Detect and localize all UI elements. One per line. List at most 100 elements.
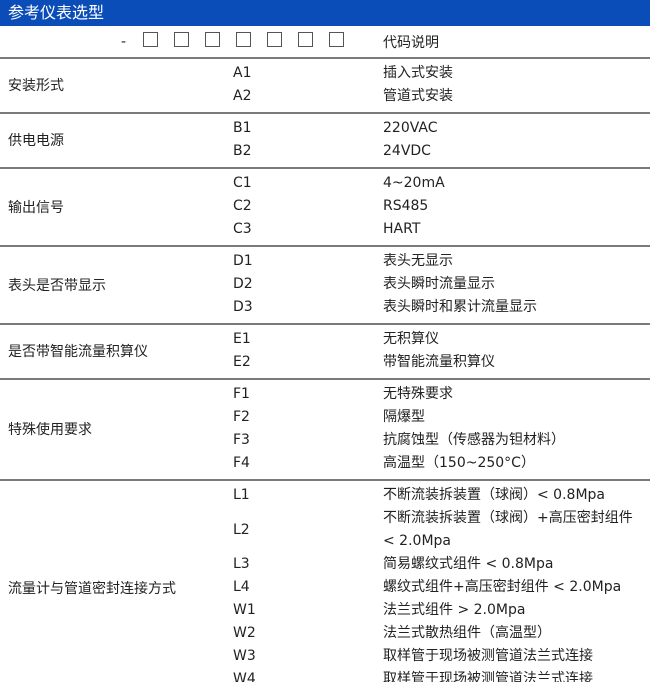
option-row: E1 无积算仪 [233, 328, 650, 351]
option-description: 隔爆型 [383, 409, 425, 425]
option-description: 螺纹式组件+高压密封组件 < 2.0Mpa [383, 579, 622, 595]
option-code: D1 [233, 253, 253, 269]
group-label: 表头是否带显示 [8, 277, 106, 294]
option-description: 不断流装拆装置（球阀）< 0.8Mpa [383, 487, 605, 503]
option-row: C1 4~20mA [233, 172, 650, 195]
option-description: 高温型（150~250°C） [383, 455, 535, 471]
option-row: D1 表头无显示 [233, 250, 650, 273]
code-box [205, 32, 220, 47]
option-description: 无积算仪 [383, 331, 439, 347]
option-code: W4 [233, 671, 256, 682]
group-label: 安装形式 [8, 78, 64, 94]
option-description: 取样管于现场被测管道法兰式连接 [383, 671, 593, 682]
group-label: 特殊使用要求 [8, 422, 92, 438]
option-code: A2 [233, 88, 252, 104]
option-code: F4 [233, 455, 250, 471]
option-group: 供电电源 B1 220VAC B2 24VDC [0, 114, 650, 169]
option-row: L3 简易螺纹式组件 < 0.8Mpa [233, 553, 650, 576]
option-row: B2 24VDC [233, 140, 650, 163]
option-group: 是否带智能流量积算仪 E1 无积算仪 E2 带智能流量积算仪 [0, 325, 650, 380]
option-description: 表头无显示 [383, 253, 453, 269]
option-code: L3 [233, 556, 250, 572]
option-description: 法兰式组件 > 2.0Mpa [383, 602, 526, 618]
option-code: D2 [233, 276, 253, 292]
option-code: L4 [233, 579, 250, 595]
option-row: A2 管道式安装 [233, 85, 650, 108]
code-box [143, 32, 158, 47]
code-description-header: 代码说明 [383, 34, 439, 51]
option-description: 24VDC [383, 143, 431, 159]
option-group: 表头是否带显示 D1 表头无显示 D2 表头瞬时流量显示 D3 表头瞬时和累计流量显示 [0, 247, 650, 325]
option-row: E2 带智能流量积算仪 [233, 351, 650, 374]
option-row: W3 取样管于现场被测管道法兰式连接 [233, 645, 650, 668]
option-code: L1 [233, 487, 250, 503]
option-description: RS485 [383, 198, 429, 214]
option-code: D3 [233, 299, 253, 315]
header-row: - 代码说明 [0, 26, 650, 59]
option-code: F2 [233, 409, 250, 425]
option-description: 无特殊要求 [383, 386, 453, 402]
option-code: C3 [233, 221, 252, 237]
option-description: 抗腐蚀型（传感器为钽材料） [383, 432, 565, 448]
option-group: 流量计与管道密封连接方式 L1 不断流装拆装置（球阀）< 0.8Mpa L2 不断流装拆… [0, 481, 650, 682]
group-label: 供电电源 [8, 133, 64, 149]
code-box [236, 32, 251, 47]
option-description: 表头瞬时流量显示 [383, 276, 495, 292]
option-description: 表头瞬时和累计流量显示 [383, 299, 537, 315]
option-description: 不断流装拆装置（球阀）+高压密封组件 < 2.0Mpa [383, 510, 633, 549]
option-row: F3 抗腐蚀型（传感器为钽材料） [233, 429, 650, 452]
option-group: 特殊使用要求 F1 无特殊要求 F2 隔爆型 F3 抗腐蚀型（传感器为钽材料） F4 高温型（1… [0, 380, 650, 481]
option-description: 插入式安装 [383, 65, 453, 81]
option-description: 取样管于现场被测管道法兰式连接 [383, 648, 593, 664]
option-code: W2 [233, 625, 256, 641]
option-code: F3 [233, 432, 250, 448]
option-description: 带智能流量积算仪 [383, 354, 495, 370]
option-description: 管道式安装 [383, 88, 453, 104]
option-row: W2 法兰式散热组件（高温型） [233, 622, 650, 645]
option-row: W4 取样管于现场被测管道法兰式连接 [233, 668, 650, 682]
option-row: L4 螺纹式组件+高压密封组件 < 2.0Mpa [233, 576, 650, 599]
option-row: D3 表头瞬时和累计流量显示 [233, 296, 650, 319]
option-code: C2 [233, 198, 252, 214]
option-code: A1 [233, 65, 252, 81]
option-row: C2 RS485 [233, 195, 650, 218]
code-box [298, 32, 313, 47]
code-boxes [143, 32, 360, 51]
option-description: 法兰式散热组件（高温型） [383, 625, 551, 641]
option-row: C3 HART [233, 218, 650, 241]
group-label: 输出信号 [8, 199, 64, 216]
option-code: W3 [233, 648, 256, 664]
option-row: A1 插入式安装 [233, 62, 650, 85]
code-box [329, 32, 344, 47]
option-code: B2 [233, 143, 252, 159]
option-code: W1 [233, 602, 256, 618]
option-description: HART [383, 221, 421, 237]
option-description: 4~20mA [383, 175, 445, 191]
option-row: L2 不断流装拆装置（球阀）+高压密封组件 < 2.0Mpa [233, 507, 650, 553]
option-row: F2 隔爆型 [233, 406, 650, 429]
groups: 安装形式 A1 插入式安装 A2 管道式安装供电电源 B1 220VAC B2 24VDC 输出信… [0, 59, 650, 682]
option-code: B1 [233, 120, 252, 136]
option-row: F1 无特殊要求 [233, 383, 650, 406]
code-box [174, 32, 189, 47]
option-description: 220VAC [383, 120, 438, 136]
group-label: 是否带智能流量积算仪 [8, 344, 148, 360]
page-title: 参考仪表选型 [0, 0, 650, 26]
code-box [267, 32, 282, 47]
option-code: E1 [233, 331, 251, 347]
option-row: B1 220VAC [233, 117, 650, 140]
option-group: 安装形式 A1 插入式安装 A2 管道式安装 [0, 59, 650, 114]
option-code: C1 [233, 175, 252, 191]
option-row: L1 不断流装拆装置（球阀）< 0.8Mpa [233, 484, 650, 507]
group-label: 流量计与管道密封连接方式 [8, 580, 176, 597]
option-row: W1 法兰式组件 > 2.0Mpa [233, 599, 650, 622]
option-description: 简易螺纹式组件 < 0.8Mpa [383, 556, 554, 572]
option-group: 输出信号 C1 4~20mA C2 RS485 C3 HART [0, 169, 650, 247]
dash: - [121, 33, 127, 50]
option-row: D2 表头瞬时流量显示 [233, 273, 650, 296]
option-row: F4 高温型（150~250°C） [233, 452, 650, 475]
option-code: F1 [233, 386, 250, 402]
option-code: L2 [233, 521, 250, 538]
option-code: E2 [233, 354, 251, 370]
